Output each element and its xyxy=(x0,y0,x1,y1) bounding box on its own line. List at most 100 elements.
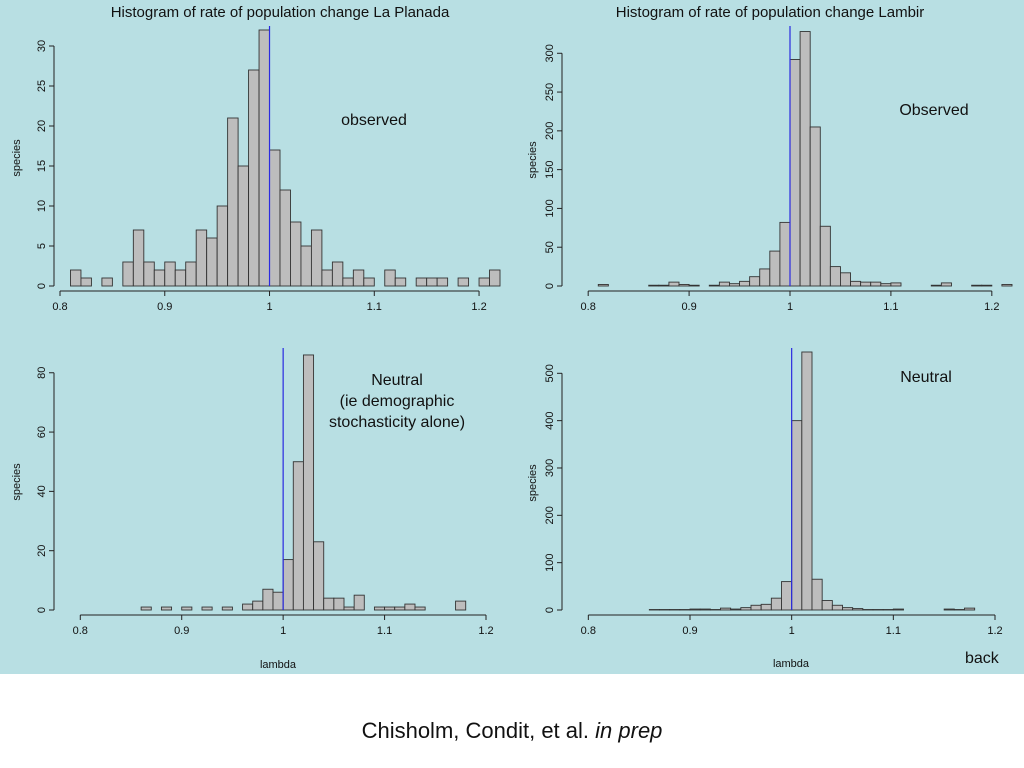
x-tick-label: 1.2 xyxy=(984,301,999,313)
histogram-bar xyxy=(394,277,407,287)
histogram-bar xyxy=(850,280,862,287)
histogram-bar xyxy=(880,283,892,287)
chart-annotation: Observed xyxy=(899,102,968,119)
y-tick-label: 10 xyxy=(36,200,48,212)
histogram-bar xyxy=(290,221,302,287)
histogram-bar xyxy=(181,606,193,611)
histogram-bar xyxy=(840,272,851,287)
histogram-bar xyxy=(811,578,823,611)
histogram-bar xyxy=(333,597,345,611)
back-link[interactable]: back xyxy=(965,650,999,667)
histogram-bar xyxy=(730,608,742,611)
x-axis-label: lambda xyxy=(260,659,297,671)
chart-annotation: Neutral xyxy=(900,369,952,386)
histogram-bar xyxy=(852,608,864,611)
histogram-bar xyxy=(478,277,490,287)
histogram-bar xyxy=(242,603,254,611)
histogram-bar xyxy=(70,269,82,287)
histogram-bar xyxy=(597,283,609,287)
x-tick-label: 0.9 xyxy=(174,625,189,637)
chart-title: Histogram of rate of population change L… xyxy=(111,4,450,21)
histogram-bar xyxy=(373,606,386,611)
x-tick-label: 1.2 xyxy=(478,625,493,637)
histogram-bar xyxy=(455,600,467,611)
histogram-bar xyxy=(770,597,782,611)
chart-annotation: observed xyxy=(341,112,407,129)
chart-lambir-observed: Histogram of rate of population change L… xyxy=(527,4,1013,313)
histogram-bar xyxy=(781,581,793,611)
chart-laplanada-observed: Histogram of rate of population change L… xyxy=(11,4,501,313)
chart-lambir-neutral: 0.8 0.9 1 1.1 1.2 0 100 200 300 400 500 species lamb… xyxy=(527,348,1003,670)
x-tick-label: 0.8 xyxy=(581,301,596,313)
histogram-bar xyxy=(143,261,155,287)
y-tick-label: 60 xyxy=(36,426,48,438)
histogram-bar xyxy=(323,597,335,611)
y-tick-label: 100 xyxy=(544,553,556,571)
histogram-bar xyxy=(750,604,762,611)
histogram-bar xyxy=(658,284,670,287)
histogram-bar xyxy=(415,277,428,287)
histogram-bar xyxy=(718,281,730,287)
histogram-bar xyxy=(829,266,841,287)
histogram-bar xyxy=(720,607,732,611)
y-tick-label: 200 xyxy=(544,506,556,524)
histogram-bar xyxy=(164,261,176,287)
x-axis-label: lambda xyxy=(773,658,810,670)
histogram-bar xyxy=(227,117,239,287)
histogram-bar xyxy=(206,237,218,287)
histogram-bar xyxy=(272,591,284,611)
histogram-bar xyxy=(759,268,771,287)
y-axis-label: species xyxy=(527,464,539,502)
histogram-bar xyxy=(436,277,449,287)
histogram-bar xyxy=(122,261,134,287)
histogram-bar xyxy=(739,280,751,287)
chart-annotation: (ie demographic xyxy=(340,393,455,410)
histogram-bar xyxy=(282,559,294,611)
histogram-bar xyxy=(404,603,416,611)
histogram-bar xyxy=(80,277,92,287)
y-tick-label: 20 xyxy=(36,120,48,132)
x-tick-label: 1 xyxy=(266,301,272,313)
histogram-bar xyxy=(981,284,993,287)
histogram-bar xyxy=(842,607,854,611)
histogram-bar xyxy=(426,277,438,287)
histogram-bar xyxy=(195,229,208,287)
histogram-figure: Histogram of rate of population change L… xyxy=(11,4,1013,671)
histogram-bar xyxy=(860,281,872,287)
x-tick-label: 1.1 xyxy=(883,301,898,313)
histogram-bar xyxy=(153,269,166,287)
x-tick-label: 0.9 xyxy=(681,301,696,313)
histogram-bar xyxy=(870,281,882,287)
histogram-bar xyxy=(331,261,344,287)
histogram-bar xyxy=(831,604,843,611)
y-tick-label: 100 xyxy=(544,199,556,217)
histogram-bar xyxy=(394,606,406,611)
chart-annotation: stochasticity alone) xyxy=(329,414,465,431)
histogram-bar xyxy=(174,269,187,287)
histogram-bar xyxy=(343,606,355,611)
histogram-bar xyxy=(384,606,396,611)
citation-status: in prep xyxy=(595,718,663,743)
y-tick-label: 150 xyxy=(544,160,556,178)
chart-laplanada-neutral: 0.8 0.9 1 1.1 1.2 0 20 40 60 80 species lambda Neutr… xyxy=(11,348,494,671)
x-tick-label: 1.2 xyxy=(471,301,486,313)
histogram-bar xyxy=(279,189,291,287)
x-tick-label: 0.9 xyxy=(157,301,172,313)
y-tick-label: 40 xyxy=(36,485,48,497)
histogram-bar xyxy=(384,269,396,287)
histogram-bar xyxy=(185,261,197,287)
x-tick-label: 1 xyxy=(280,625,286,637)
histogram-bar xyxy=(930,284,942,287)
y-axis-label: species xyxy=(527,141,539,179)
histogram-bar xyxy=(414,606,426,611)
x-tick-label: 0.8 xyxy=(73,625,88,637)
y-tick-label: 0 xyxy=(36,283,48,289)
histogram-bar xyxy=(292,461,304,611)
histogram-bar xyxy=(689,608,701,611)
histogram-bar xyxy=(160,606,173,611)
histogram-bar xyxy=(688,284,700,287)
histogram-bar xyxy=(809,126,821,287)
y-tick-label: 0 xyxy=(544,283,556,289)
x-tick-label: 1 xyxy=(789,625,795,637)
x-tick-label: 1.1 xyxy=(886,625,901,637)
